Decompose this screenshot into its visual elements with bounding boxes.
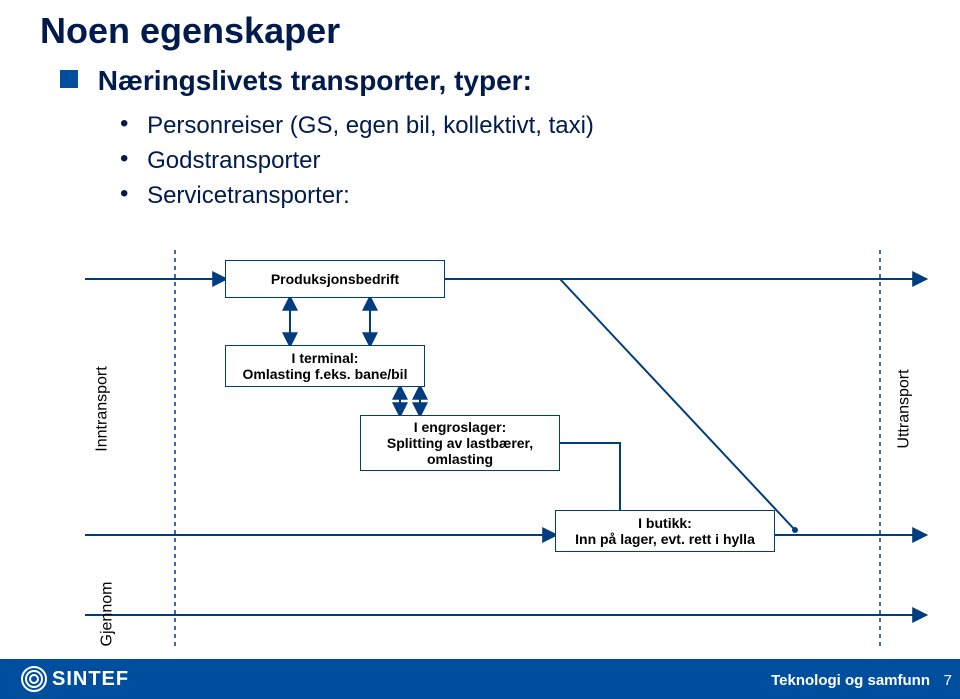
flow-diagram xyxy=(0,0,960,699)
footer-text: Teknologi og samfunn xyxy=(771,672,930,689)
box-engros-l3: omlasting xyxy=(427,451,493,467)
sintef-logo-text: SINTEF xyxy=(52,668,129,691)
label-gjennom: Gjennom xyxy=(98,582,116,647)
box-produksjon: Produksjonsbedrift xyxy=(225,260,445,298)
page-number: 7 xyxy=(944,672,952,689)
box-produksjon-text: Produksjonsbedrift xyxy=(271,271,399,287)
box-engros-l1: I engroslager: xyxy=(414,419,507,435)
box-butikk-l1: I butikk: xyxy=(638,515,692,531)
box-terminal-l1: I terminal: xyxy=(292,350,359,366)
box-engros: I engroslager: Splitting av lastbærer, o… xyxy=(360,415,560,471)
box-butikk: I butikk: Inn på lager, evt. rett i hyll… xyxy=(555,510,775,552)
sintef-logo: SINTEF xyxy=(20,665,129,693)
box-terminal-l2: Omlasting f.eks. bane/bil xyxy=(243,366,408,382)
box-engros-l2: Splitting av lastbærer, xyxy=(387,435,533,451)
label-uttransport: Uttransport xyxy=(896,369,914,448)
sintef-logo-icon xyxy=(20,665,48,693)
box-butikk-l2: Inn på lager, evt. rett i hylla xyxy=(575,531,755,547)
footer-bar: SINTEF Teknologi og samfunn 7 xyxy=(0,659,960,699)
label-inntransport: Inntransport xyxy=(94,366,112,451)
box-terminal: I terminal: Omlasting f.eks. bane/bil xyxy=(225,345,425,387)
